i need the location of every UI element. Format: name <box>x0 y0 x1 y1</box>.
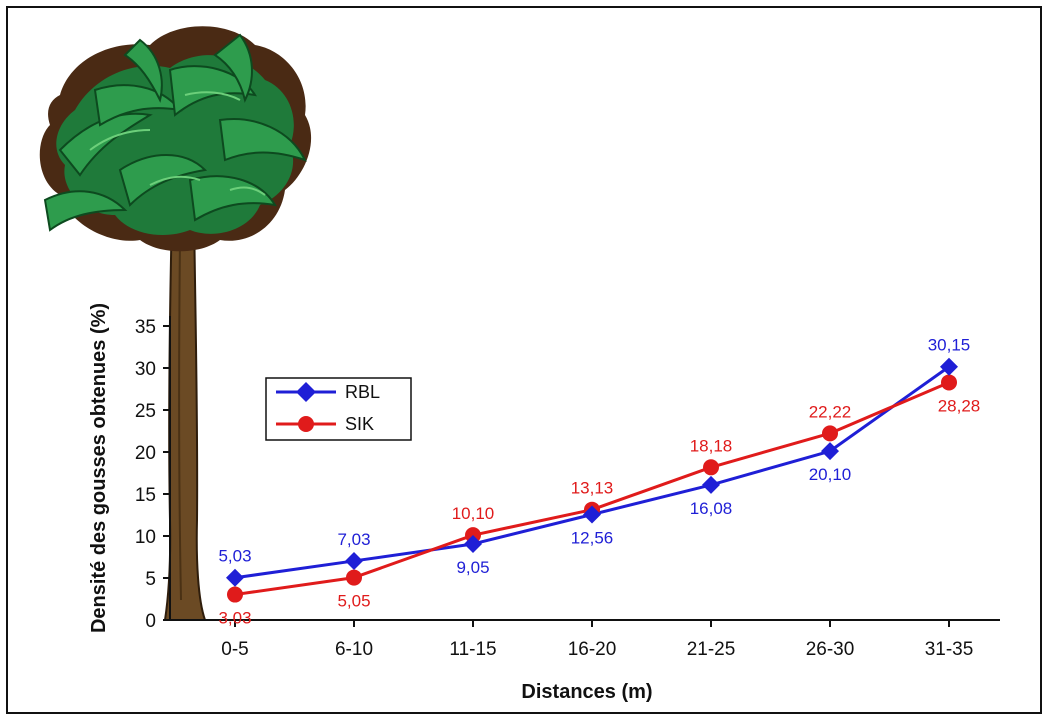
data-label-sik: 3,03 <box>218 609 251 628</box>
y-tick-label: 35 <box>135 317 156 338</box>
data-point-rbl <box>702 475 720 494</box>
x-tick-label: 26-30 <box>806 639 855 660</box>
data-label-sik: 18,18 <box>690 436 733 455</box>
y-tick-label: 25 <box>135 401 156 422</box>
y-tick-label: 5 <box>145 569 156 590</box>
data-label-rbl: 20,10 <box>809 465 852 484</box>
tree-illustration <box>39 26 312 621</box>
legend: RBL SIK <box>265 377 412 441</box>
data-point-sik <box>346 569 362 586</box>
y-tick-label: 30 <box>135 359 156 380</box>
data-label-rbl: 12,56 <box>571 528 614 547</box>
data-label-sik: 22,22 <box>809 402 852 421</box>
legend-rbl-marker <box>296 382 316 402</box>
x-tick-label: 6-10 <box>335 639 373 660</box>
legend-sik-label: SIK <box>345 414 374 434</box>
data-point-sik <box>227 586 243 603</box>
legend-sik-marker <box>298 416 314 432</box>
data-label-sik: 28,28 <box>938 396 981 415</box>
data-label-sik: 10,10 <box>452 504 495 523</box>
data-label-sik: 5,05 <box>337 592 370 611</box>
data-point-rbl <box>226 568 244 587</box>
y-tick-label: 0 <box>145 611 156 632</box>
data-point-rbl <box>583 505 601 524</box>
data-label-rbl: 30,15 <box>928 336 971 355</box>
data-point-sik <box>703 459 719 476</box>
legend-rbl-label: RBL <box>345 382 380 402</box>
x-tick-label: 0-5 <box>221 639 248 660</box>
y-axis-title: Densité des gousses obtenues (%) <box>88 303 110 633</box>
data-point-sik <box>822 425 838 442</box>
data-point-rbl <box>464 534 482 553</box>
data-label-rbl: 5,03 <box>218 547 251 566</box>
data-point-sik <box>941 374 957 391</box>
x-axis-title: Distances (m) <box>521 681 652 703</box>
data-label-rbl: 7,03 <box>337 530 370 549</box>
data-label-sik: 13,13 <box>571 479 614 498</box>
legend-box <box>265 377 412 441</box>
data-point-rbl <box>345 551 363 570</box>
y-tick-label: 20 <box>135 443 156 464</box>
x-tick-label: 31-35 <box>925 639 974 660</box>
y-tick-label: 15 <box>135 485 156 506</box>
data-label-rbl: 9,05 <box>456 558 489 577</box>
data-point-rbl <box>940 357 958 376</box>
data-label-rbl: 16,08 <box>690 499 733 518</box>
y-tick-label: 10 <box>135 527 156 548</box>
data-point-rbl <box>821 442 839 461</box>
x-tick-label: 21-25 <box>687 639 736 660</box>
x-tick-label: 16-20 <box>568 639 617 660</box>
x-tick-label: 11-15 <box>449 639 496 660</box>
